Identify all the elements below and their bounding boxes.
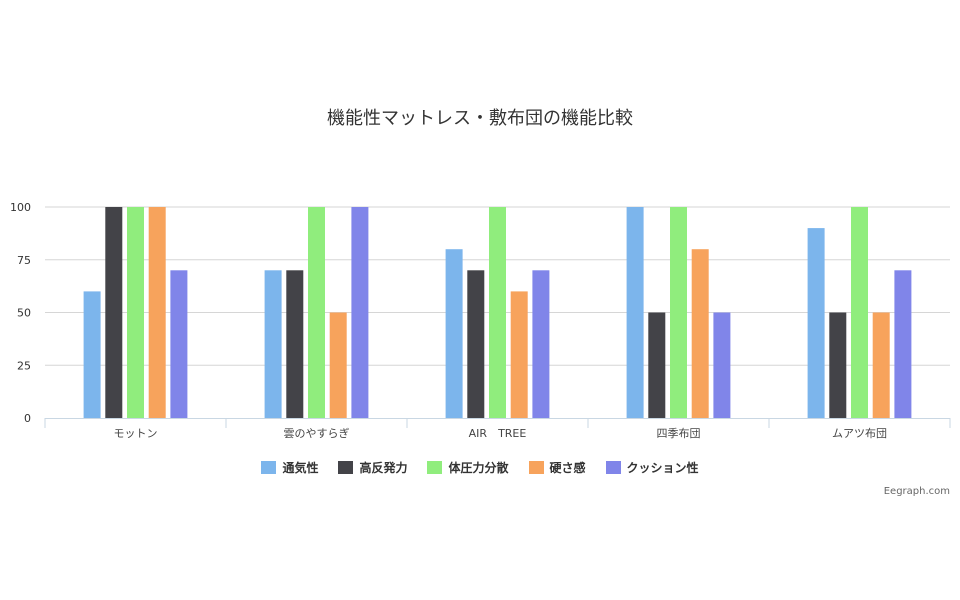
legend-item[interactable]: 通気性 [261, 459, 318, 476]
bar [445, 249, 463, 418]
x-category-label: モットン [114, 427, 158, 440]
bar [329, 312, 347, 418]
legend-swatch [338, 461, 354, 474]
legend-item[interactable]: 体圧力分散 [427, 459, 509, 476]
y-tick-label: 75 [17, 254, 31, 267]
bar [648, 312, 666, 418]
bar [286, 270, 304, 418]
legend-label: クッション性 [626, 461, 699, 475]
legend-label: 高反発力 [359, 461, 408, 475]
legend-item[interactable]: 高反発力 [338, 459, 407, 476]
legend-label: 通気性 [282, 461, 319, 475]
legend-swatch [427, 461, 443, 474]
bar [83, 291, 101, 418]
legend-label: 体圧力分散 [448, 461, 509, 475]
y-tick-label: 100 [10, 201, 31, 214]
bar [489, 207, 506, 418]
bar [105, 207, 123, 418]
bar [351, 207, 369, 418]
bar [308, 207, 325, 418]
bar [467, 270, 485, 418]
bar [510, 291, 528, 418]
credit-link[interactable]: Eegraph.com [883, 486, 950, 497]
legend-item[interactable]: 硬さ感 [528, 459, 586, 476]
y-tick-label: 25 [17, 359, 31, 372]
bar [713, 312, 731, 418]
legend-swatch [605, 461, 621, 474]
x-category-label: AIR TREE [469, 427, 527, 440]
bar [532, 270, 550, 418]
legend-swatch [261, 461, 277, 474]
bar [894, 270, 912, 418]
bar [264, 270, 282, 418]
bar [670, 207, 687, 418]
x-category-label: 雲のやすらぎ [284, 426, 350, 440]
bar [851, 207, 868, 418]
x-category-label: ムアツ布団 [832, 427, 887, 440]
bar [807, 228, 825, 418]
legend-swatch [528, 461, 544, 474]
bar [829, 312, 847, 418]
y-tick-label: 50 [17, 307, 31, 320]
bar [170, 270, 188, 418]
bar [872, 312, 890, 418]
bar [127, 207, 144, 418]
bar [626, 207, 644, 418]
chart-title: 機能性マットレス・敷布団の機能比較 [327, 108, 633, 129]
bar [691, 249, 709, 418]
legend-label: 硬さ感 [549, 461, 586, 475]
chart-legend: 通気性 高反発力 体圧力分散 硬さ感 クッション性 [0, 459, 960, 476]
x-category-label: 四季布団 [657, 427, 701, 440]
y-tick-label: 0 [24, 412, 31, 425]
bar [148, 207, 166, 418]
legend-item[interactable]: クッション性 [605, 459, 699, 476]
